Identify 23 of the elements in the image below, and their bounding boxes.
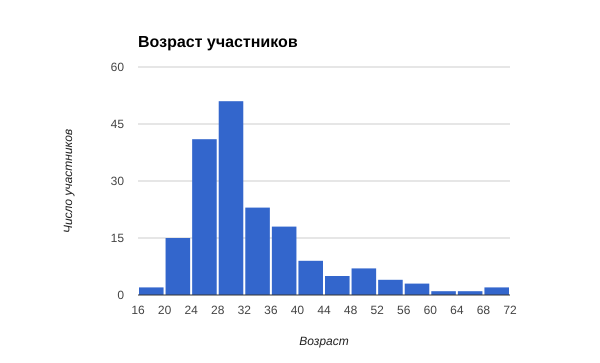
x-tick-label: 28 [211, 303, 225, 317]
y-tick-label: 0 [117, 288, 124, 302]
x-tick-label: 68 [476, 303, 490, 317]
y-tick-label: 60 [110, 60, 124, 74]
y-tick-label: 45 [110, 117, 124, 132]
y-axis-title: Число участников [61, 128, 75, 234]
chart-title: Возраст участников [138, 34, 298, 51]
y-tick-label: 15 [110, 231, 124, 246]
x-tick-label: 72 [503, 303, 517, 317]
x-tick-label: 60 [424, 303, 438, 317]
x-tick-label: 48 [344, 303, 358, 317]
x-tick-label: 24 [184, 303, 198, 317]
x-tick-label: 32 [238, 303, 252, 317]
x-tick-label: 36 [264, 303, 278, 317]
x-tick-label: 16 [131, 303, 145, 317]
x-tick-label: 64 [450, 303, 464, 317]
x-tick-label: 40 [290, 303, 304, 317]
x-tick-label: 20 [158, 303, 172, 317]
x-tick-label: 52 [370, 303, 384, 317]
x-tick-label: 44 [317, 303, 331, 317]
x-tick-label: 56 [397, 303, 411, 317]
x-axis-title: Возраст [299, 334, 349, 348]
y-tick-label: 30 [110, 174, 124, 188]
